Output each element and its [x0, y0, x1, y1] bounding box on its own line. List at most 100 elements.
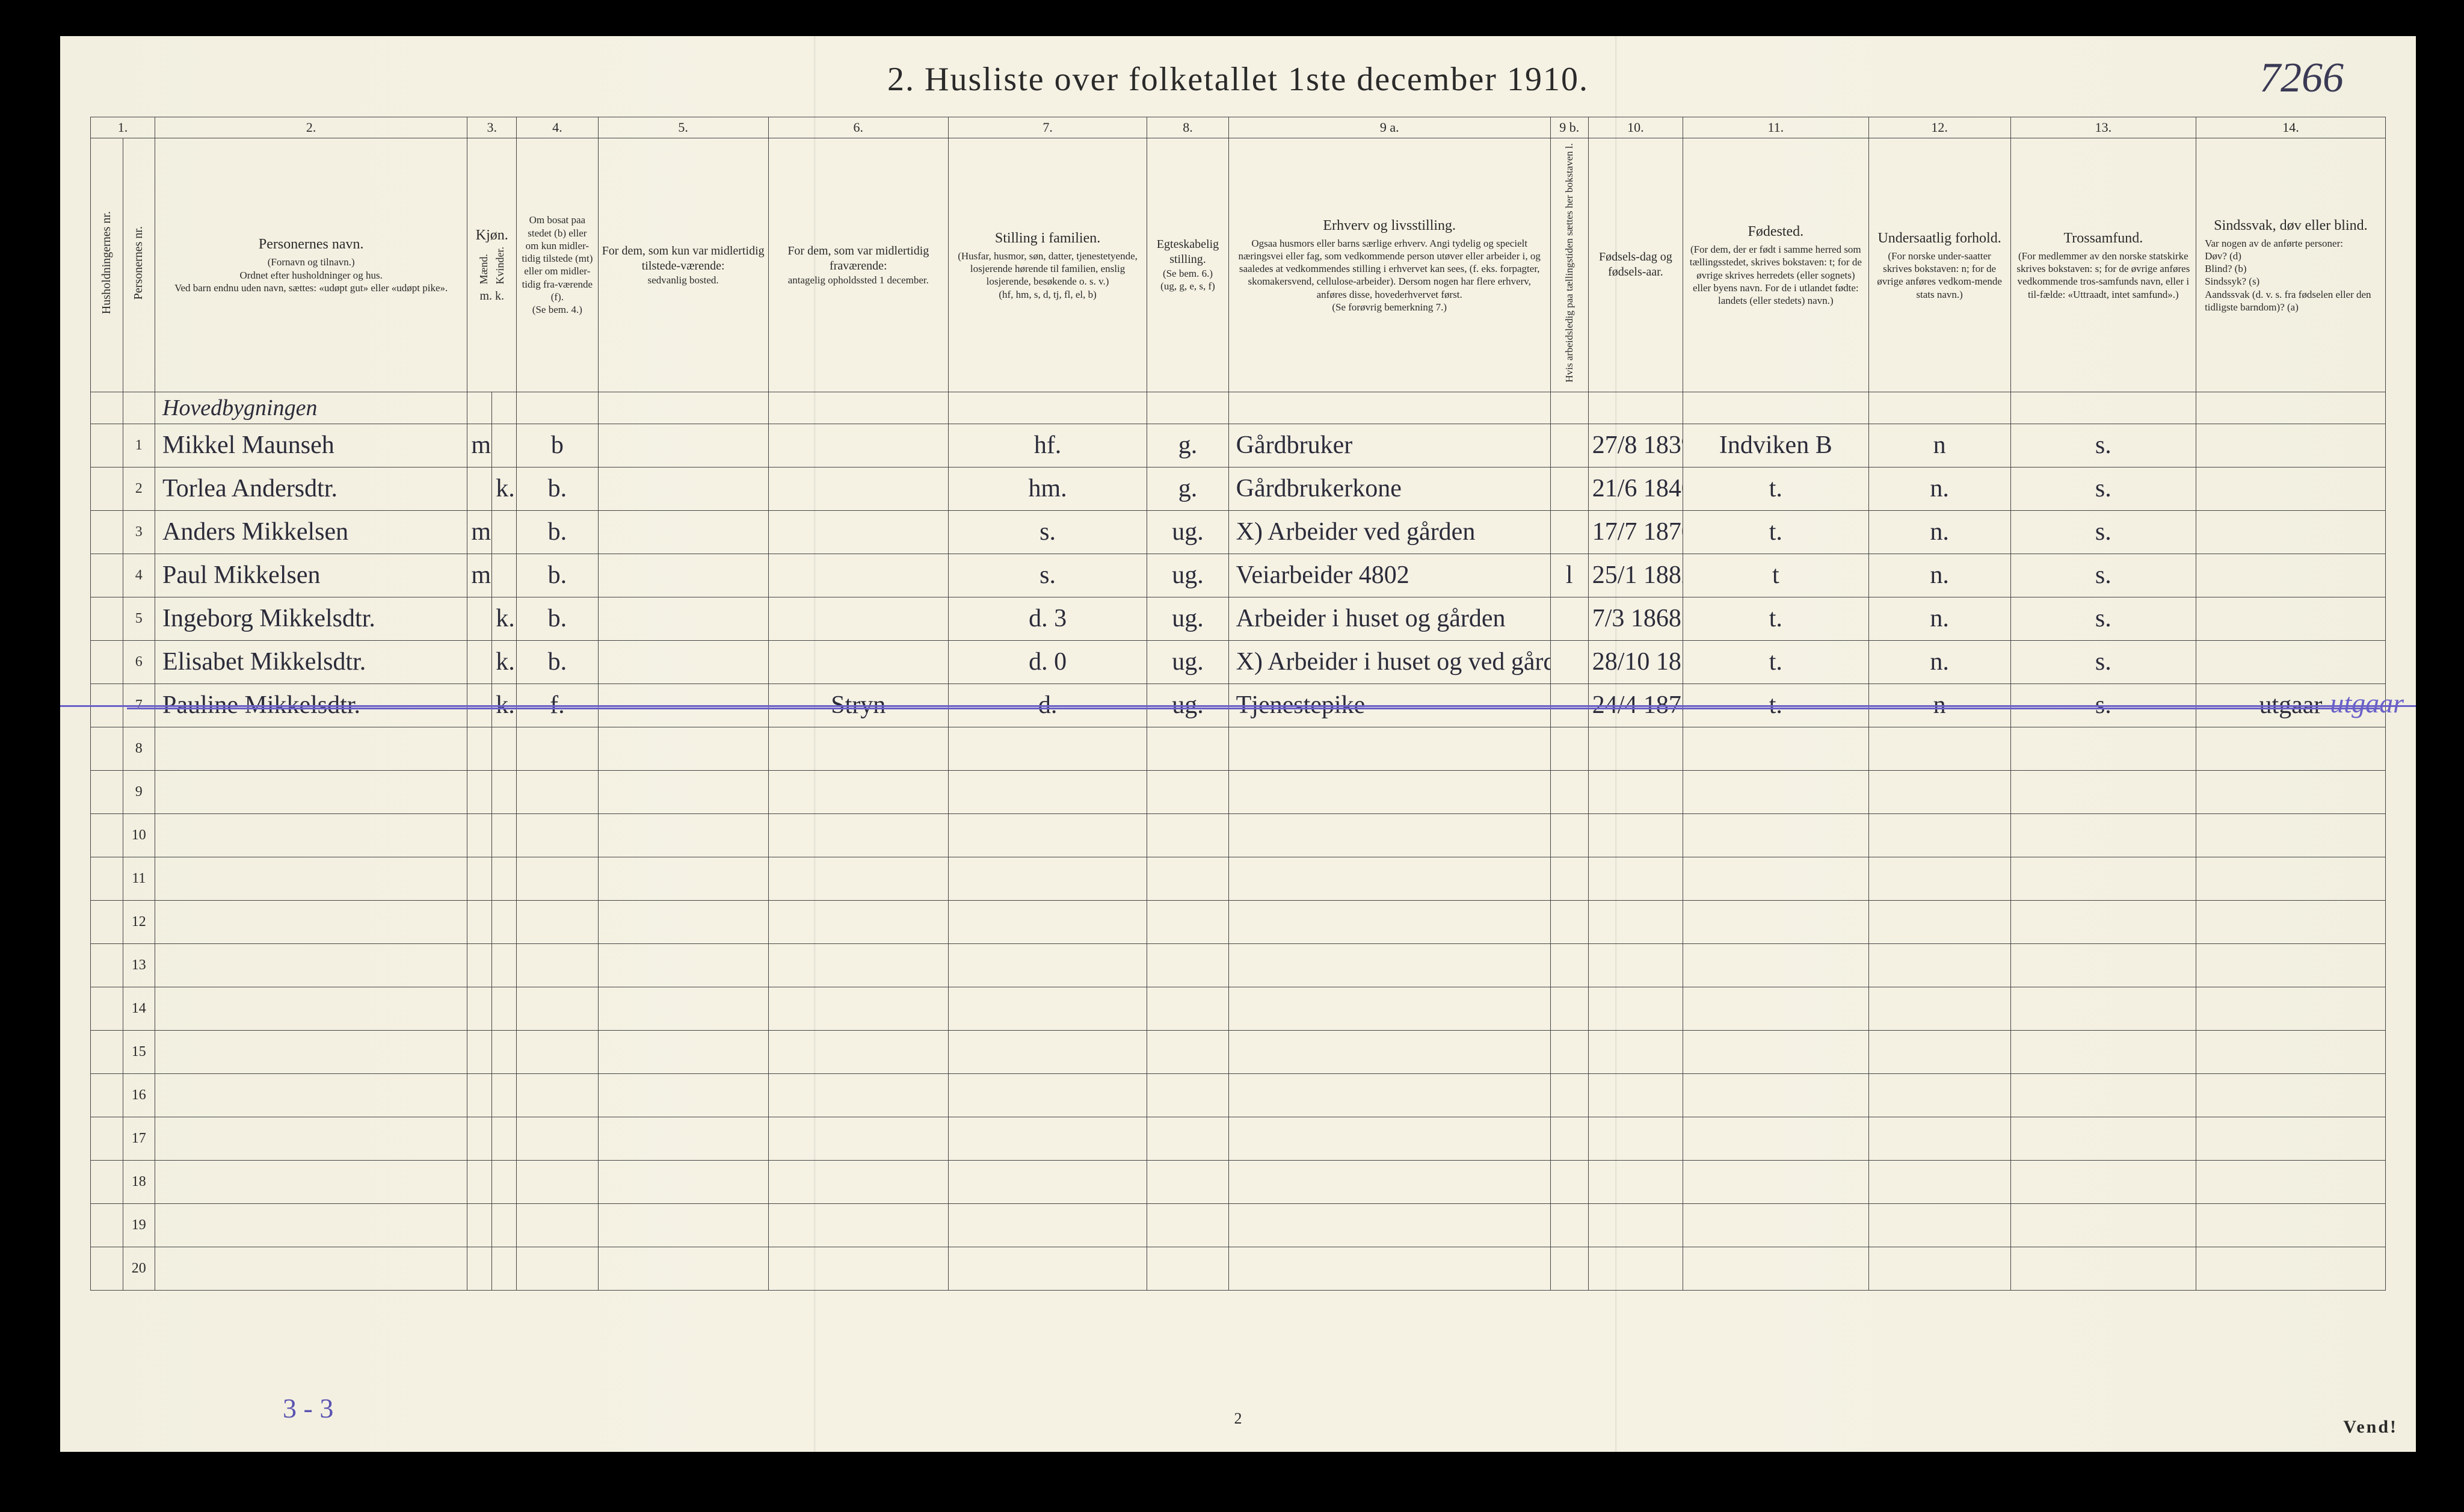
empty-cell	[2196, 770, 2386, 813]
empty-cell	[1550, 392, 1588, 424]
empty-cell	[517, 392, 598, 424]
birth-place: t.	[1683, 467, 1868, 510]
empty-cell	[1868, 392, 2010, 424]
disability-note	[2196, 640, 2386, 683]
nationality: n	[1868, 424, 2010, 467]
header-sex: Kjøn. Mænd. Kvinder. m. k.	[467, 138, 517, 392]
utgaar-annotation: utgaar	[2330, 687, 2404, 719]
sex-k: k.	[492, 467, 517, 510]
row-number: 20	[123, 1247, 155, 1290]
colnum-1: 1.	[91, 117, 155, 138]
row-number: 7	[123, 683, 155, 727]
empty-cell	[517, 900, 598, 943]
empty-cell	[467, 813, 492, 857]
empty-rows: 891011121314151617181920	[91, 727, 2386, 1290]
empty-cell	[948, 943, 1147, 987]
empty-cell	[1868, 813, 2010, 857]
empty-cell	[1588, 727, 1683, 770]
header-disability: Sindssvak, døv eller blind. Var nogen av…	[2196, 138, 2386, 392]
turn-over-label: Vend!	[2343, 1417, 2398, 1437]
empty-cell	[91, 1160, 123, 1203]
disability-note	[2196, 597, 2386, 640]
birth-date: 28/10 1873	[1588, 640, 1683, 683]
empty-cell	[1868, 770, 2010, 813]
empty-cell	[1588, 900, 1683, 943]
header-name: Personernes navn. (Fornavn og tilnavn.) …	[155, 138, 467, 392]
row-number: 17	[123, 1117, 155, 1160]
empty-cell	[598, 1203, 768, 1247]
empty-cell	[467, 770, 492, 813]
empty-cell	[155, 1117, 467, 1160]
person-name: Anders Mikkelsen	[155, 510, 467, 554]
unemployed	[1550, 424, 1588, 467]
header-person-nr: Personernes nr.	[123, 138, 155, 392]
table-row: 5Ingeborg Mikkelsdtr.k.b.d. 3ug.Arbeider…	[91, 597, 2386, 640]
empty-cell	[768, 727, 948, 770]
empty-row: 16	[91, 1073, 2386, 1117]
empty-cell	[91, 987, 123, 1030]
empty-cell	[1147, 900, 1228, 943]
row-number: 5	[123, 597, 155, 640]
marital-status: ug.	[1147, 597, 1228, 640]
empty-cell	[155, 987, 467, 1030]
empty-cell	[1228, 1203, 1550, 1247]
marital-status: ug.	[1147, 683, 1228, 727]
empty-cell	[467, 1030, 492, 1073]
empty-cell	[1147, 987, 1228, 1030]
empty-cell	[91, 392, 123, 424]
temp-absent	[768, 467, 948, 510]
disability-note	[2196, 554, 2386, 597]
row-number: 19	[123, 1203, 155, 1247]
empty-cell	[1550, 1117, 1588, 1160]
empty-cell	[948, 727, 1147, 770]
empty-cell	[155, 943, 467, 987]
empty-cell	[2010, 1160, 2196, 1203]
marital-status: g.	[1147, 424, 1228, 467]
empty-cell	[598, 987, 768, 1030]
empty-cell	[948, 1073, 1147, 1117]
empty-cell	[467, 727, 492, 770]
empty-cell	[91, 943, 123, 987]
colnum-7: 7.	[948, 117, 1147, 138]
section-label: Hovedbygningen	[155, 392, 467, 424]
page-fold-left	[814, 36, 816, 1452]
colnum-3: 3.	[467, 117, 517, 138]
footer-tally-handwritten: 3 - 3	[283, 1392, 333, 1424]
empty-row: 18	[91, 1160, 2386, 1203]
empty-cell	[598, 900, 768, 943]
empty-cell	[1588, 1030, 1683, 1073]
empty-cell	[1550, 727, 1588, 770]
colnum-4: 4.	[517, 117, 598, 138]
occupation: X) Arbeider ved gården	[1228, 510, 1550, 554]
occupation: Gårdbrukerkone	[1228, 467, 1550, 510]
residence-status: b	[517, 424, 598, 467]
empty-cell	[1147, 857, 1228, 900]
empty-cell	[1228, 770, 1550, 813]
empty-cell	[1683, 1203, 1868, 1247]
header-family-position: Stilling i familien. (Husfar, husmor, sø…	[948, 138, 1147, 392]
empty-cell	[1550, 857, 1588, 900]
empty-cell	[2010, 813, 2196, 857]
empty-row: 15	[91, 1030, 2386, 1073]
header-nationality: Undersaatlig forhold. (For norske under-…	[1868, 138, 2010, 392]
birth-place: t.	[1683, 640, 1868, 683]
data-rows: Hovedbygningen1Mikkel Maunsehmbhf.g.Gård…	[91, 392, 2386, 727]
sex-k	[492, 510, 517, 554]
empty-cell	[1868, 1030, 2010, 1073]
empty-cell	[948, 987, 1147, 1030]
empty-cell	[598, 392, 768, 424]
birth-place: t.	[1683, 683, 1868, 727]
row-number: 16	[123, 1073, 155, 1117]
temp-present	[598, 683, 768, 727]
empty-cell	[492, 1203, 517, 1247]
empty-cell	[1550, 1203, 1588, 1247]
empty-cell	[1683, 900, 1868, 943]
empty-cell	[155, 1203, 467, 1247]
census-table: 1. 2. 3. 4. 5. 6. 7. 8. 9 a. 9 b. 10. 11…	[90, 117, 2386, 1291]
sex-m	[467, 640, 492, 683]
page-fold-right	[1615, 36, 1618, 1452]
empty-cell	[1588, 987, 1683, 1030]
empty-cell	[1868, 1073, 2010, 1117]
row-number: 13	[123, 943, 155, 987]
empty-cell	[1550, 943, 1588, 987]
